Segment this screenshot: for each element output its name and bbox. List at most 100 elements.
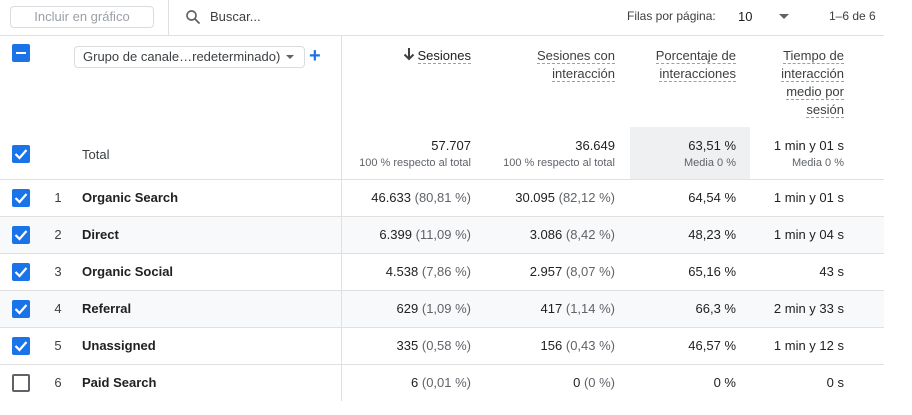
percent: (1,14 %)	[565, 301, 615, 316]
table-row[interactable]	[0, 327, 884, 364]
percent: (80,81 %)	[414, 190, 471, 205]
search-icon[interactable]	[184, 8, 202, 26]
percent: (11,09 %)	[415, 227, 471, 242]
percent: (82,12 %)	[558, 190, 615, 205]
totals-checkbox[interactable]	[12, 145, 30, 163]
value: 4.538	[385, 264, 419, 279]
table-row[interactable]	[0, 216, 884, 253]
row-channel[interactable]: Paid Search	[82, 375, 157, 390]
row-rate: 48,23 %	[688, 227, 736, 242]
chevron-down-icon[interactable]	[779, 14, 789, 19]
rows-per-page-select[interactable]: 10	[738, 9, 753, 24]
percent: (0,01 %)	[421, 375, 471, 390]
toolbar-divider	[168, 0, 169, 36]
table-row[interactable]	[0, 253, 884, 290]
row-checkbox[interactable]	[12, 189, 30, 207]
value: 335	[396, 338, 419, 353]
row-index: 1	[54, 190, 62, 205]
dimension-dropdown[interactable]: Grupo de canale…redeterminado)	[74, 46, 305, 68]
row-checkbox[interactable]	[12, 374, 30, 392]
row-index: 3	[54, 264, 62, 279]
percent: (8,42 %)	[565, 227, 615, 242]
totals-rate: 63,51 %	[688, 138, 736, 153]
row-engaged: 3.086 (8,42 %)	[530, 227, 615, 242]
column-header-line: Sesiones	[417, 48, 471, 64]
row-sessions: 335 (0,58 %)	[397, 338, 471, 353]
table-row[interactable]	[0, 290, 884, 327]
table-row[interactable]	[0, 179, 884, 216]
table-row[interactable]	[0, 364, 884, 401]
totals-rate-sub: Media 0 %	[684, 157, 736, 169]
row-channel[interactable]: Organic Search	[82, 190, 179, 205]
sorted-column-highlight	[630, 127, 750, 179]
table-toolbar: Incluir en gráfico Buscar... Filas por p…	[0, 0, 884, 36]
row-rate: 46,57 %	[688, 338, 736, 353]
percent: (8,07 %)	[565, 264, 615, 279]
row-channel[interactable]: Referral	[82, 301, 132, 316]
check-icon	[14, 267, 28, 278]
chevron-down-icon	[286, 55, 294, 59]
row-checkbox[interactable]	[12, 337, 30, 355]
rows-per-page-label: Filas por página:	[627, 9, 716, 23]
value: 46.633	[371, 190, 411, 205]
value: 3.086	[529, 227, 563, 242]
value: 2.957	[529, 264, 563, 279]
row-channel[interactable]: Direct	[82, 227, 119, 242]
totals-sessions: 57.707	[431, 138, 471, 153]
search-input[interactable]: Buscar...	[210, 9, 261, 24]
column-header-engaged-sessions[interactable]: Sesiones con interacción	[536, 47, 615, 83]
column-header-sessions[interactable]: Sesiones	[417, 47, 471, 65]
row-engaged: 156 (0,43 %)	[541, 338, 615, 353]
value: 6	[411, 375, 419, 390]
check-icon	[14, 230, 28, 241]
column-divider	[341, 179, 342, 401]
row-checkbox[interactable]	[12, 263, 30, 281]
row-time: 1 min y 12 s	[773, 338, 844, 353]
row-checkbox[interactable]	[12, 300, 30, 318]
row-rate: 0 %	[713, 375, 736, 390]
row-time: 2 min y 33 s	[773, 301, 844, 316]
row-checkbox[interactable]	[12, 226, 30, 244]
row-engaged: 30.095 (82,12 %)	[515, 190, 615, 205]
row-sessions: 629 (1,09 %)	[397, 301, 471, 316]
row-sessions: 4.538 (7,86 %)	[386, 264, 471, 279]
column-header-avg-engagement-time[interactable]: Tiempo de interacción medio por sesión	[781, 47, 844, 119]
minus-checkbox-icon	[16, 52, 26, 54]
row-channel[interactable]: Organic Social	[82, 264, 174, 279]
check-icon	[14, 341, 28, 352]
row-engaged: 417 (1,14 %)	[541, 301, 615, 316]
check-icon	[14, 193, 28, 204]
column-header-line: Porcentaje de	[655, 48, 736, 64]
value: 156	[540, 338, 563, 353]
row-rate: 66,3 %	[695, 301, 736, 316]
value: 30.095	[515, 190, 555, 205]
column-header-line: Sesiones con	[536, 48, 615, 64]
dimension-dropdown-label: Grupo de canale…redeterminado)	[83, 49, 281, 64]
value: 417	[540, 301, 563, 316]
select-all-checkbox[interactable]	[12, 44, 30, 62]
value: 0	[573, 375, 581, 390]
column-header-engagement-rate[interactable]: Porcentaje de interacciones	[655, 47, 736, 83]
value: 629	[396, 301, 419, 316]
include-in-chart-button[interactable]: Incluir en gráfico	[10, 6, 154, 28]
column-header-line: sesión	[806, 102, 844, 118]
percent: (0 %)	[583, 375, 615, 390]
row-engaged: 2.957 (8,07 %)	[530, 264, 615, 279]
row-index: 5	[54, 338, 62, 353]
row-time: 1 min y 01 s	[773, 190, 844, 205]
totals-time: 1 min y 01 s	[773, 138, 844, 153]
row-channel[interactable]: Unassigned	[82, 338, 156, 353]
row-sessions: 6.399 (11,09 %)	[379, 227, 471, 242]
totals-engaged: 36.649	[575, 138, 615, 153]
check-icon	[14, 149, 28, 160]
plus-icon[interactable]: +	[309, 45, 321, 67]
row-index: 4	[54, 301, 62, 316]
sort-down-arrow-icon[interactable]	[403, 47, 415, 61]
row-index: 6	[54, 375, 62, 390]
row-time: 43 s	[819, 264, 844, 279]
totals-label: Total	[82, 147, 110, 162]
column-header-line: interacción	[781, 66, 844, 82]
pagination-label: 1–6 de 6	[829, 9, 876, 23]
totals-engaged-sub: 100 % respecto al total	[503, 157, 615, 169]
row-sessions: 6 (0,01 %)	[411, 375, 471, 390]
